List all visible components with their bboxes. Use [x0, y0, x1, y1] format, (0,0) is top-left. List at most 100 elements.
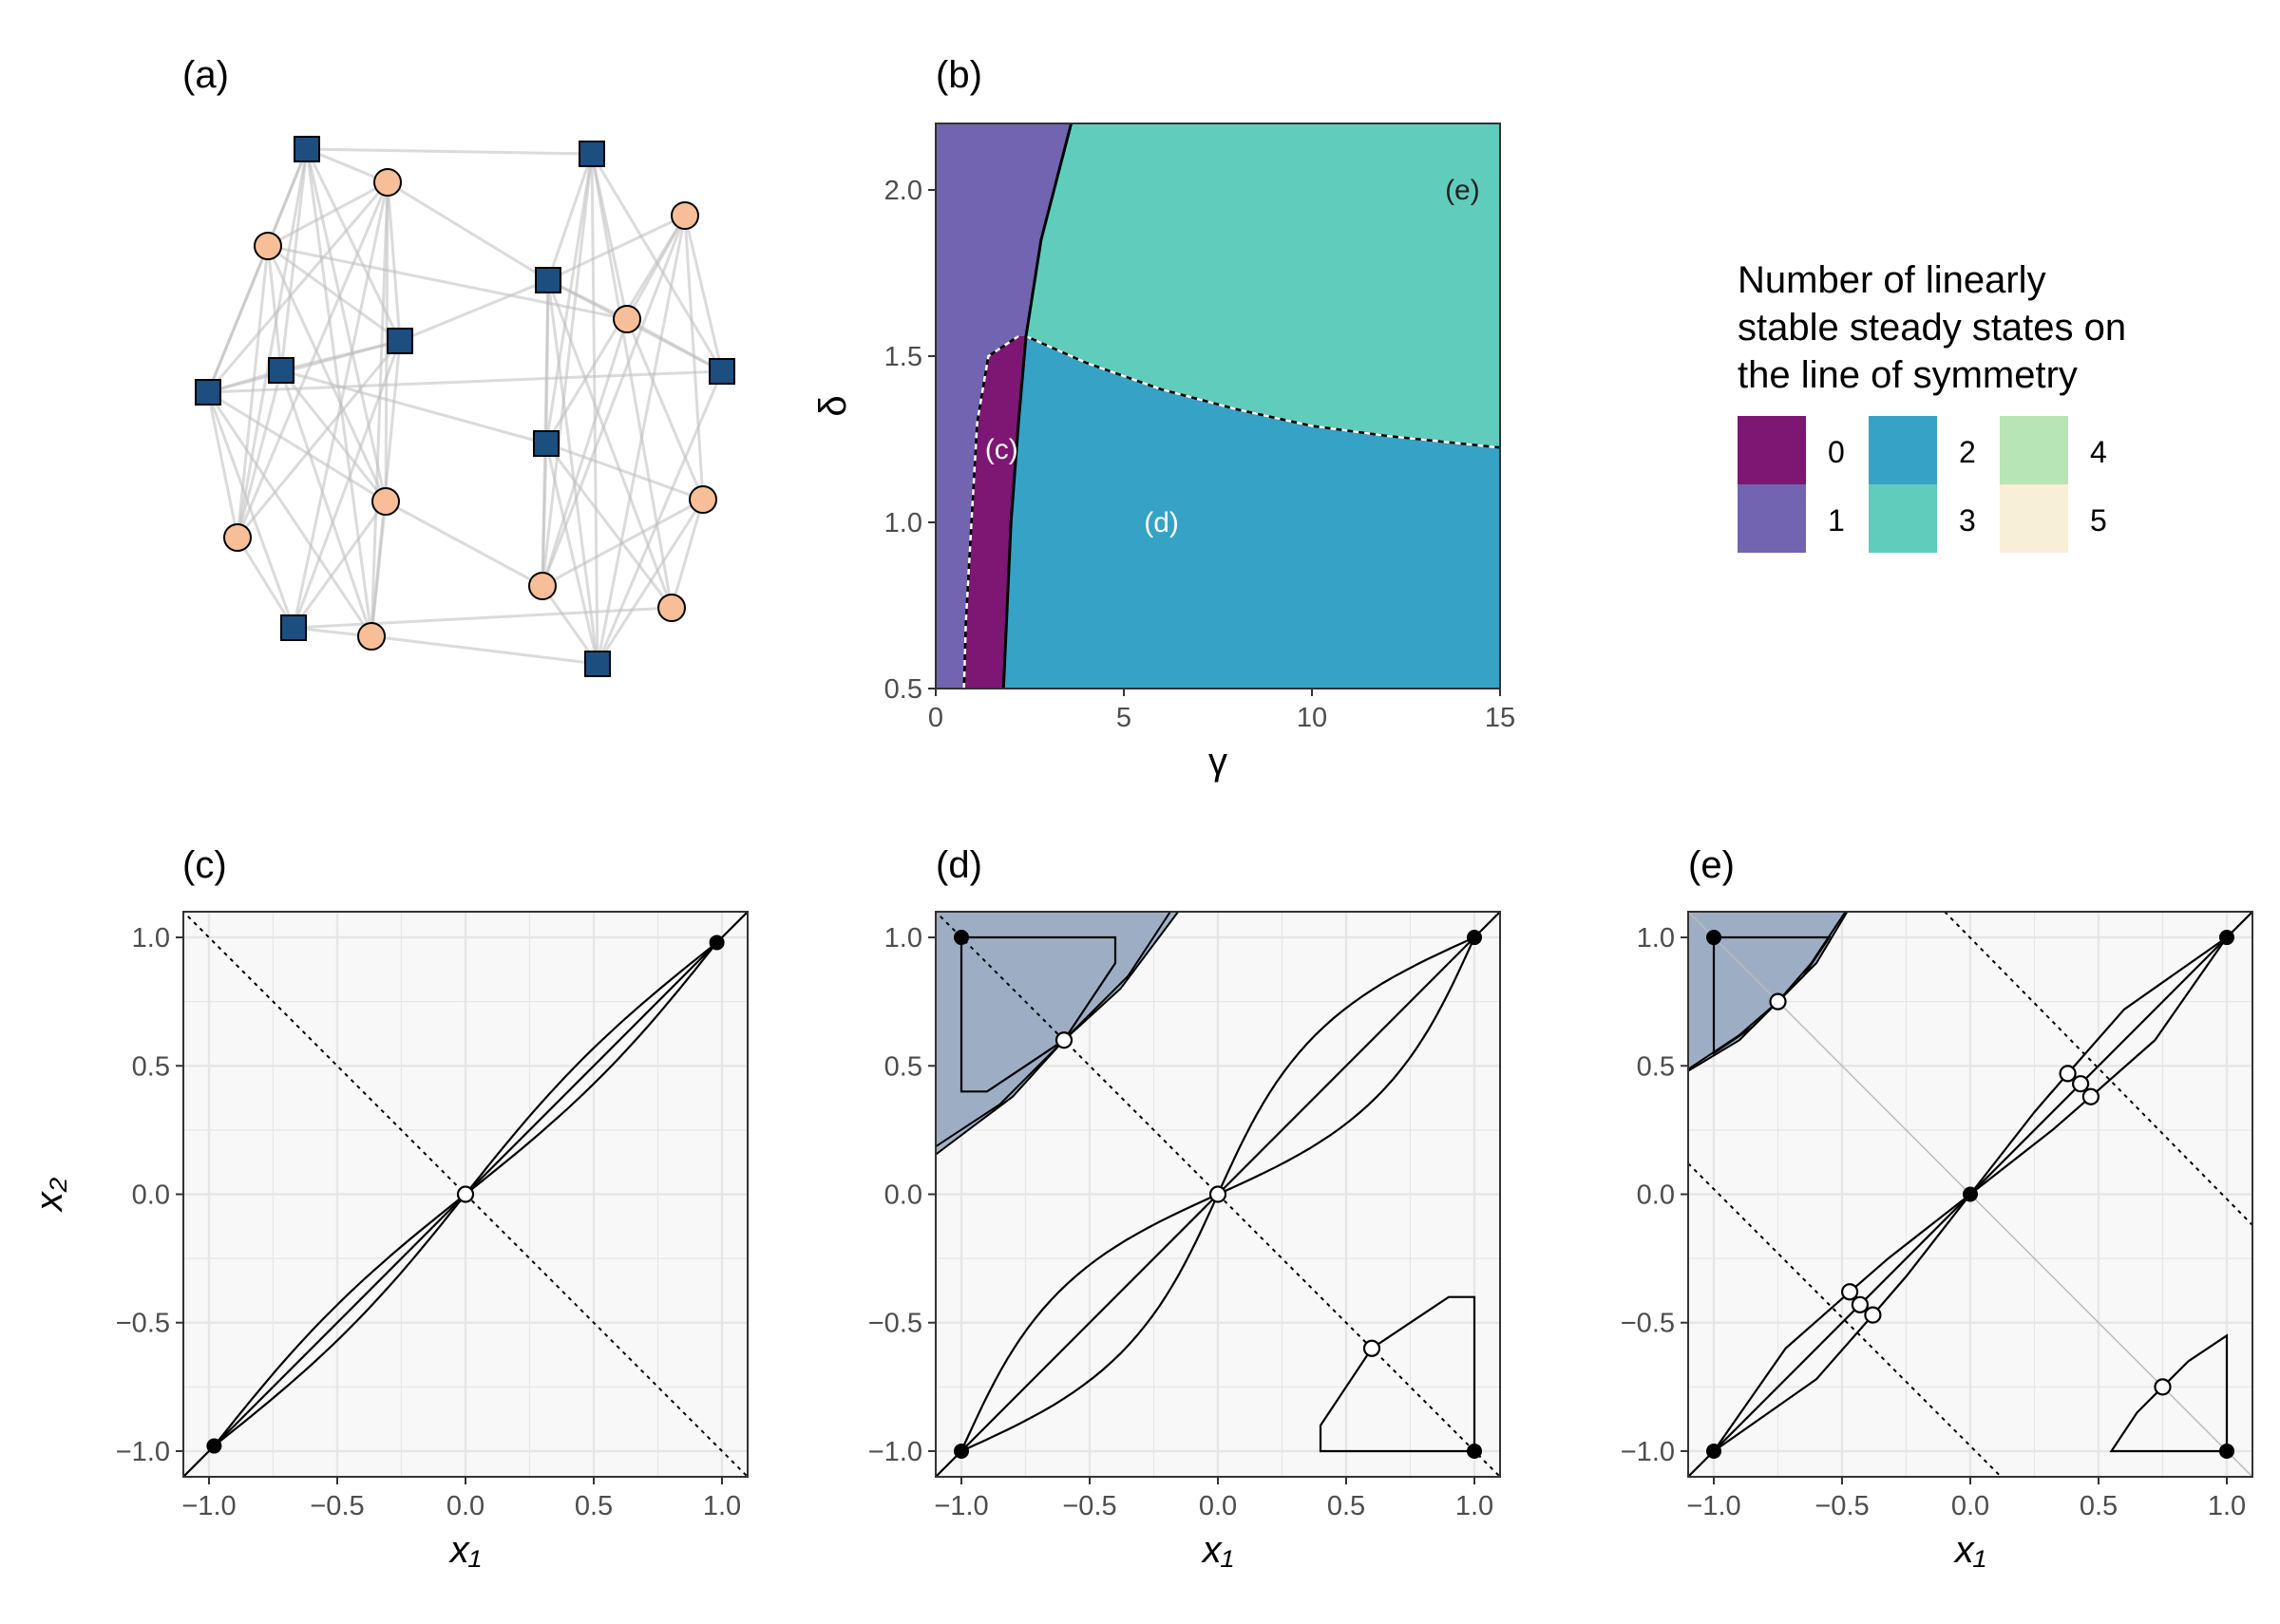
x-tick-label: −0.5: [1062, 1491, 1116, 1521]
network-edge: [541, 443, 548, 587]
network-edge: [625, 318, 705, 500]
y-tick-label: 1.0: [1637, 923, 1675, 954]
stable-point: [206, 1438, 222, 1454]
nullcline: [465, 941, 718, 1196]
network-node-square: [387, 328, 413, 354]
network-edge: [596, 215, 687, 665]
y-tick-label: 0.5: [132, 1051, 170, 1082]
legend-label-1: 1: [1828, 503, 1845, 538]
unstable-point: [1362, 1339, 1381, 1357]
network-edge: [683, 215, 724, 372]
network-edge: [236, 537, 295, 629]
legend-label-2: 2: [1959, 435, 1976, 469]
y-tick-label: 1.0: [884, 508, 922, 538]
x-tick-label: 0: [928, 703, 943, 733]
phase-plot-panel-e: −1.0 −0.5 0.0 0.5 1.0 −1.0 −0.5 0.0 0.5 1.0 x₁: [1621, 911, 2253, 1571]
network-edge: [545, 442, 704, 501]
stable-point: [2219, 930, 2234, 946]
network-edge: [385, 500, 543, 588]
stable-point: [709, 935, 725, 951]
unstable-point: [456, 1185, 475, 1203]
legend-label-0: 0: [1828, 435, 1845, 469]
network-edge: [306, 147, 389, 184]
y-tick-label: 0.0: [884, 1180, 922, 1211]
boundary-23-dash: [1025, 334, 1500, 449]
network-edge: [206, 391, 239, 538]
network-edge: [370, 634, 598, 666]
network-node-circle: [671, 201, 699, 230]
network-edges: [206, 147, 724, 666]
legend-swatch-0: [1738, 416, 1806, 484]
network-edge: [266, 245, 283, 371]
panel-label-d: (d): [936, 844, 982, 886]
legend-title-line-3: the line of symmetry: [1738, 354, 2078, 396]
grid: [183, 912, 748, 1477]
network-edge: [541, 153, 594, 587]
legend-swatch-2: [1869, 416, 1937, 484]
network-edge: [590, 153, 674, 609]
network-node-circle: [223, 523, 252, 552]
legend-swatch-1: [1738, 484, 1806, 553]
panel-b-border: [935, 123, 1501, 689]
panel-label-a: (a): [182, 54, 229, 96]
x-tick-label: 5: [1116, 703, 1131, 733]
network-node-circle: [613, 305, 641, 333]
nullcline: [465, 941, 718, 1196]
x-tick-label: 15: [1485, 703, 1515, 733]
network-edge: [541, 318, 629, 587]
network-edge: [547, 214, 686, 282]
network-node-square: [533, 430, 560, 457]
network-edge: [279, 369, 373, 637]
unstable-point: [1208, 1185, 1227, 1203]
network-edge: [399, 278, 549, 343]
network-edge: [306, 147, 593, 156]
stable-point: [2219, 1443, 2234, 1459]
network-node-square: [579, 141, 605, 167]
x-tick-label: 1.0: [1455, 1491, 1493, 1521]
unstable-point: [2081, 1087, 2100, 1105]
legend: Number of linearly stable steady states …: [1738, 259, 2126, 553]
network-edge: [267, 244, 628, 321]
network-edge: [626, 317, 723, 373]
region-2: [1003, 336, 1500, 689]
network-node-square: [294, 136, 320, 162]
x-tick-label: 0.0: [1199, 1491, 1237, 1521]
network-node-square: [280, 614, 307, 641]
network-node-circle: [371, 487, 400, 516]
network-edge: [542, 498, 704, 588]
x-tick-label: −1.0: [1686, 1491, 1740, 1521]
legend-title-line-2: stable steady states on: [1738, 307, 2126, 349]
grid: [1688, 912, 2252, 1477]
y-tick-label: 0.5: [884, 674, 922, 705]
stable-point: [1706, 1443, 1721, 1459]
network-graph: [195, 136, 735, 677]
network-edge: [546, 279, 599, 665]
unstable-point: [1840, 1283, 1859, 1301]
network-edge: [206, 245, 270, 393]
network-edge: [544, 153, 594, 444]
legend-swatch-3: [1869, 484, 1937, 553]
legend-title-line-1: Number of linearly: [1738, 259, 2046, 301]
unstable-point: [2059, 1065, 2077, 1083]
stable-point: [1706, 930, 1721, 946]
network-edge: [267, 180, 389, 248]
network-edge: [305, 148, 373, 637]
network-edge: [370, 500, 388, 637]
y-tick-label: −1.0: [1621, 1437, 1675, 1467]
legend-label-3: 3: [1959, 503, 1976, 538]
y-tick-label: 0.0: [132, 1180, 170, 1211]
y-tick-label: −1.0: [116, 1437, 170, 1467]
x-tick-label: 0.5: [575, 1491, 613, 1521]
network-edge: [236, 181, 390, 538]
panel-label-e: (e): [1688, 844, 1735, 886]
heatmap-regions: (c) (d) (e): [936, 123, 1500, 689]
legend-label-5: 5: [2090, 503, 2107, 538]
legend-swatch-4: [2000, 416, 2068, 484]
network-edge: [544, 443, 599, 665]
network-edge: [596, 499, 705, 665]
y-tick-label: 1.0: [884, 923, 922, 954]
x-tick-label: 0.5: [1327, 1491, 1365, 1521]
x-axis-label: x₁: [1201, 1529, 1234, 1571]
network-node-circle: [657, 594, 686, 622]
